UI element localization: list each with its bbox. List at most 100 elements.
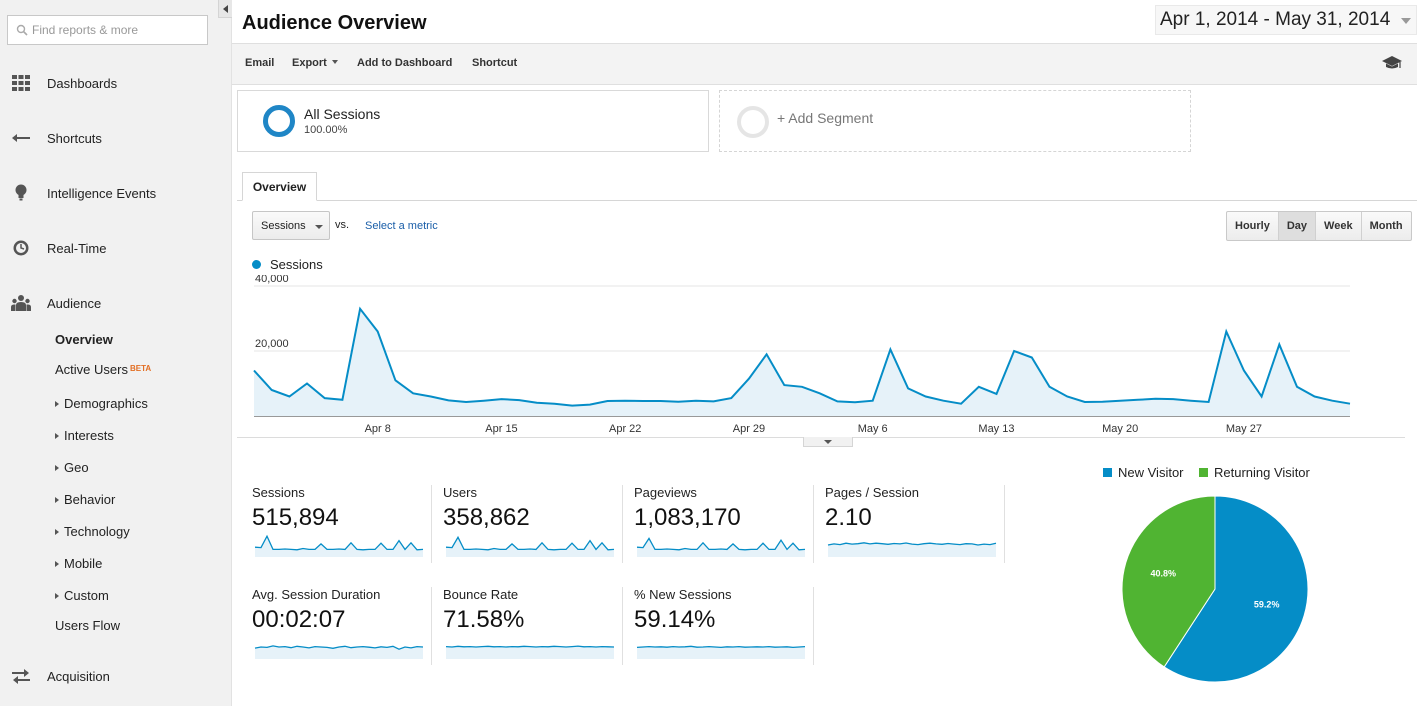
granularity-week-button[interactable]: Week — [1315, 212, 1361, 240]
segment-percent: 100.00% — [304, 124, 348, 136]
sidebar-subitem-mobile[interactable]: Mobile — [55, 554, 102, 574]
scorecard-pages-per-session[interactable]: Pages / Session 2.10 — [825, 485, 1005, 565]
segment-name: All Sessions — [304, 106, 381, 122]
scorecard-avg-session-duration[interactable]: Avg. Session Duration 00:02:07 — [252, 587, 432, 667]
export-button[interactable]: Export — [292, 57, 338, 69]
pie-slice[interactable] — [1163, 495, 1309, 683]
sidebar-subitem-geo[interactable]: Geo — [55, 458, 89, 478]
acquisition-icon — [12, 669, 30, 684]
tab-overview[interactable]: Overview — [242, 172, 317, 201]
scorecard-label: Users — [443, 485, 477, 500]
sidebar-subitem-label: Mobile — [64, 556, 103, 571]
scorecard-value: 358,862 — [443, 504, 530, 531]
scorecard-label: Bounce Rate — [443, 587, 519, 602]
divider — [1004, 485, 1005, 563]
granularity-hourly-button[interactable]: Hourly — [1235, 220, 1270, 232]
chart-legend: Sessions — [252, 257, 323, 272]
sparkline-path — [254, 645, 424, 650]
sidebar-subitem-label: Geo — [64, 460, 89, 475]
sidebar-subitem-active-users[interactable]: Active Users BETA — [55, 360, 151, 380]
legend-label: New Visitor — [1118, 465, 1184, 480]
sidebar-item-intelligence-events[interactable]: Intelligence Events — [0, 176, 232, 210]
sidebar-subitem-behavior[interactable]: Behavior — [55, 490, 115, 510]
sidebar-label: Shortcuts — [47, 130, 102, 146]
sidebar-item-audience[interactable]: Audience — [0, 286, 232, 320]
divider — [431, 485, 432, 563]
search-box[interactable] — [7, 15, 208, 45]
granularity-month-button[interactable]: Month — [1360, 212, 1411, 240]
scorecard-bounce-rate[interactable]: Bounce Rate 71.58% — [443, 587, 623, 667]
email-button[interactable]: Email — [245, 57, 275, 69]
tab-divider — [237, 200, 1417, 201]
legend-label: Returning Visitor — [1214, 465, 1310, 480]
people-icon — [11, 295, 31, 311]
sidebar-subitem-users-flow[interactable]: Users Flow — [55, 618, 121, 633]
scorecard-new-sessions[interactable]: % New Sessions 59.14% — [634, 587, 814, 667]
search-input[interactable] — [32, 21, 202, 39]
segment-ring-icon — [263, 105, 295, 137]
series-name: Sessions — [270, 257, 323, 272]
sparkline-area — [446, 646, 614, 659]
chart-collapse-handle[interactable] — [803, 437, 853, 447]
expand-triangle-icon — [55, 400, 59, 407]
segment-placeholder-ring-icon — [737, 106, 769, 138]
x-tick-label: Apr 29 — [733, 423, 765, 435]
pie-slice-label: 59.2% — [1254, 599, 1280, 609]
sparkline-path — [445, 645, 615, 648]
sparkline-path — [636, 645, 806, 649]
sparkline-path — [445, 535, 615, 551]
sidebar-item-dashboards[interactable]: Dashboards — [0, 66, 232, 100]
sidebar-item-real-time[interactable]: Real-Time — [0, 231, 232, 265]
sidebar-subitem-demographics[interactable]: Demographics — [55, 394, 148, 414]
sidebar-label: Real-Time — [47, 240, 107, 256]
report-toolbar: Email Export Add to Dashboard Shortcut — [232, 43, 1417, 85]
divider — [813, 587, 814, 665]
x-tick-label: Apr 8 — [365, 423, 391, 435]
pie-slice[interactable] — [1121, 495, 1216, 668]
date-range-label: Apr 1, 2014 - May 31, 2014 — [1160, 9, 1391, 30]
x-tick-label: May 27 — [1226, 423, 1262, 435]
expand-triangle-icon — [55, 464, 59, 471]
segment-all-sessions[interactable]: All Sessions 100.00% — [237, 90, 709, 152]
scorecard-label: Avg. Session Duration — [252, 587, 381, 602]
caret-down-icon — [331, 60, 338, 65]
add-segment-button[interactable]: + Add Segment — [719, 90, 1191, 152]
sparkline — [254, 645, 424, 659]
sparkline-path — [827, 542, 997, 546]
x-tick-label: May 6 — [858, 423, 888, 435]
divider — [622, 587, 623, 665]
sidebar-subitem-interests[interactable]: Interests — [55, 426, 114, 446]
collapse-sidebar-button[interactable] — [218, 0, 232, 18]
x-tick-label: May 20 — [1102, 423, 1138, 435]
scorecard-value: 2.10 — [825, 504, 872, 531]
sidebar-label: Audience — [47, 295, 102, 311]
x-tick-label: Apr 22 — [609, 423, 641, 435]
sidebar-subitem-label: Interests — [64, 428, 114, 443]
graduation-cap-icon[interactable] — [1381, 55, 1403, 71]
sparkline — [254, 534, 424, 557]
sparkline-path — [636, 537, 806, 551]
sidebar-label: Acquisition — [47, 668, 110, 684]
grid-icon — [12, 75, 30, 91]
shortcut-button[interactable]: Shortcut — [472, 57, 518, 69]
sidebar-subitem-overview[interactable]: Overview — [55, 332, 113, 347]
scorecard-label: % New Sessions — [634, 587, 732, 602]
metric-select[interactable]: Sessions — [252, 211, 330, 240]
sidebar-subitem-technology[interactable]: Technology — [55, 522, 130, 542]
sidebar-subitem-label: Custom — [64, 588, 109, 603]
scorecard-users[interactable]: Users 358,862 — [443, 485, 623, 565]
select-metric-link[interactable]: Select a metric — [365, 220, 438, 232]
sidebar-subitem-custom[interactable]: Custom — [55, 586, 109, 606]
expand-triangle-icon — [55, 496, 59, 503]
sessions-line-chart: 40,000 20,000 Apr 8 Apr 15 Apr 22 Apr 29 May 6… — [253, 275, 1351, 435]
add-to-dashboard-button[interactable]: Add to Dashboard — [357, 57, 453, 69]
scorecard-sessions[interactable]: Sessions 515,894 — [252, 485, 432, 565]
sidebar-item-acquisition[interactable]: Acquisition — [0, 659, 232, 693]
scorecard-label: Pageviews — [634, 485, 697, 500]
divider — [622, 485, 623, 563]
sidebar-item-shortcuts[interactable]: Shortcuts — [0, 121, 232, 155]
scorecard-pageviews[interactable]: Pageviews 1,083,170 — [634, 485, 814, 565]
granularity-day-button[interactable]: Day — [1277, 212, 1316, 240]
scorecard-value: 71.58% — [443, 606, 525, 633]
date-range-picker[interactable]: Apr 1, 2014 - May 31, 2014 — [1155, 5, 1417, 35]
